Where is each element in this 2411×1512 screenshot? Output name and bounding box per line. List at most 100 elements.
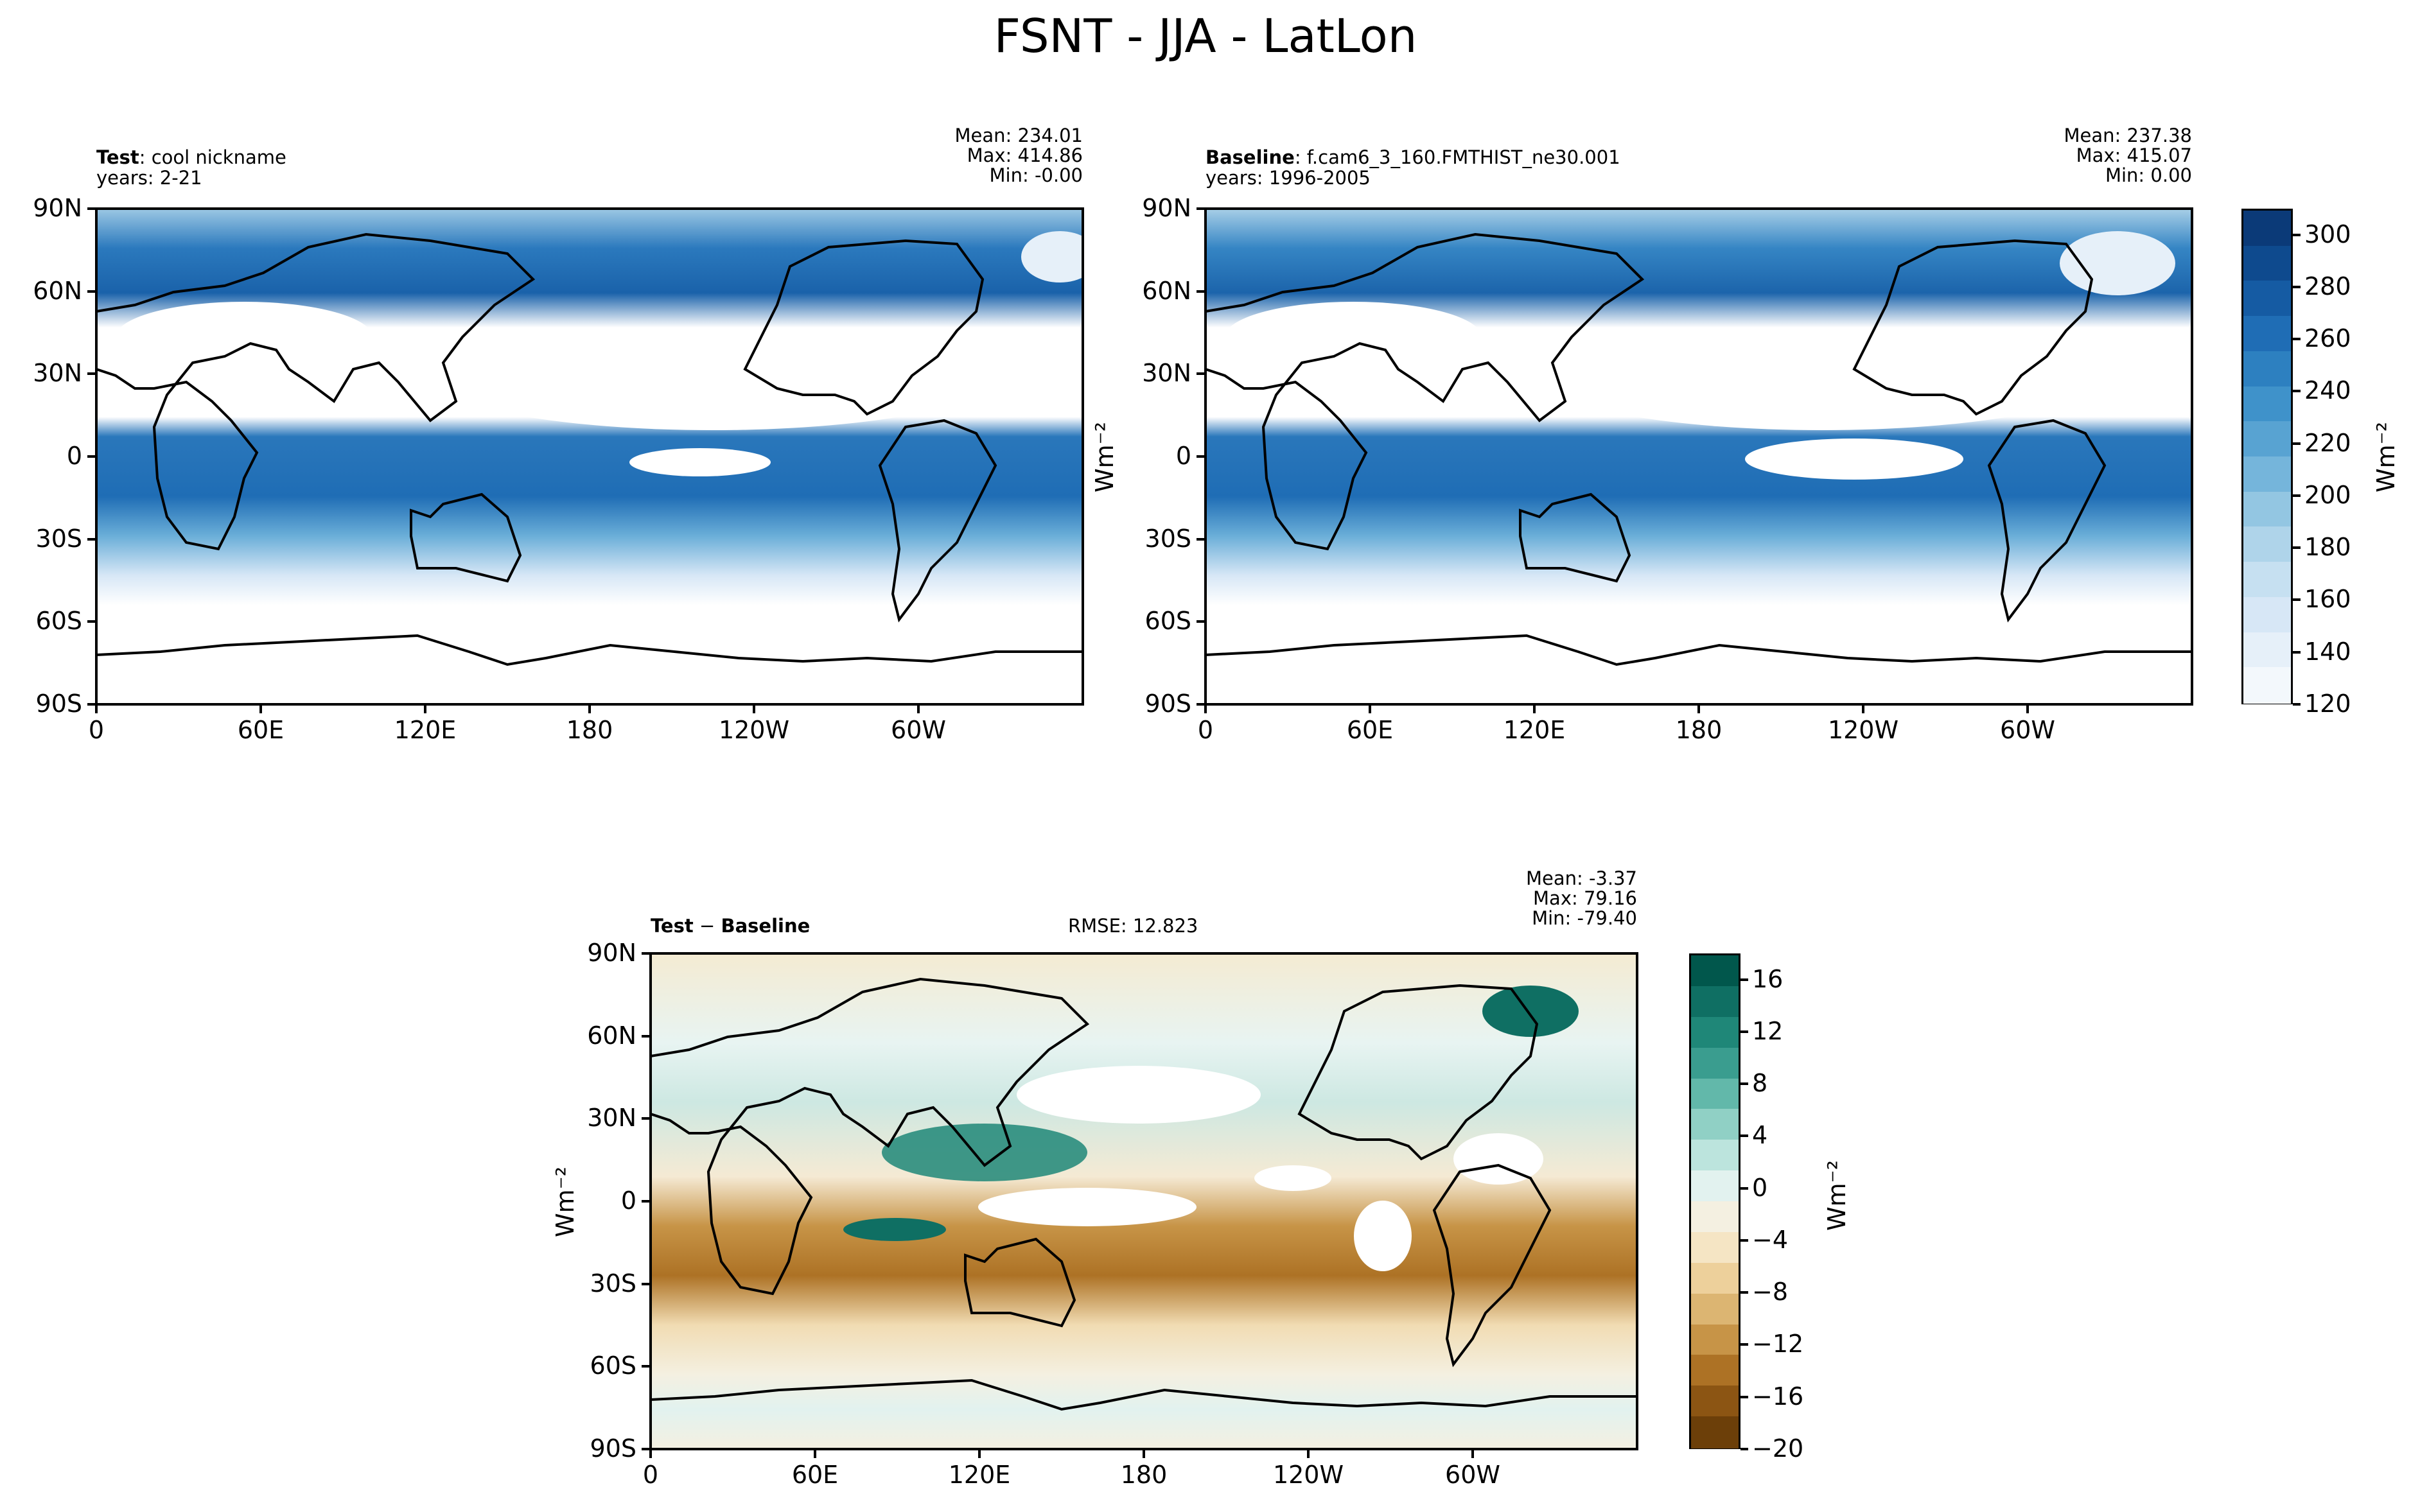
diff-colorbar-label: Wm⁻² [1823,1160,1851,1231]
baseline-lat-tick: 30S [1144,524,1191,553]
diff-label: Test − Baseline [651,915,811,937]
main-colorbar-tickmark [2293,546,2301,550]
diff-colorbar-tick: −16 [1752,1382,1804,1411]
diff-colorbar-segment [1691,1231,1739,1264]
test-lat-tickmark [87,372,95,376]
diff-colorbar-tickmark [1740,978,1748,981]
baseline-lon-tickmark [1862,706,1864,713]
diff-colorbar-tick: 4 [1752,1121,1768,1150]
baseline-years: years: 1996-2005 [1206,167,1371,189]
baseline-lon-tick: 60W [2000,716,2055,744]
baseline-lon-tickmark [1369,706,1371,713]
diff-lon-tick: 120E [948,1461,1011,1489]
diff-map [651,953,1637,1449]
diff-colorbar-tickmark [1740,1030,1748,1033]
diff-lon-tickmark [1307,1450,1310,1458]
diff-rmse: RMSE: 12.823 [1068,915,1198,937]
test-lon-tickmark [259,706,262,713]
baseline-label: Baseline: f.cam6_3_160.FMTHIST_ne30.001 [1206,146,1620,168]
main-colorbar-tickmark [2293,233,2301,236]
diff-lat-tickmark [642,1200,649,1203]
test-lon-tickmark [753,706,755,713]
test-lon-tick: 60E [237,716,285,744]
main-colorbar-tick: 260 [2304,324,2351,353]
baseline-mean: Mean: 237.38 [2064,125,2192,146]
baseline-greenland [2060,231,2175,295]
diff-colorbar-segment [1691,1293,1739,1326]
diff-lon-tick: 60E [791,1461,839,1489]
test-lon-tick: 60W [891,716,946,744]
test-map [96,209,1083,704]
diff-colorbar-segment [1691,1016,1739,1049]
main-colorbar-segment [2243,667,2291,704]
baseline-lat-tick: 90S [1144,690,1191,718]
main-colorbar-tick: 160 [2304,585,2351,614]
baseline-lat-tickmark [1197,372,1204,376]
diff-colorbar-tick: 0 [1752,1173,1768,1202]
main-colorbar-tick: 200 [2304,480,2351,509]
diff-colorbar-segment [1691,1170,1739,1203]
diff-lon-tick: 60W [1445,1461,1500,1489]
diff-colorbar-tickmark [1740,1238,1748,1242]
diff-lon-tickmark [649,1450,652,1458]
diff-colorbar-tick: 8 [1752,1069,1768,1098]
diff-colorbar-tickmark [1740,1448,1748,1450]
main-colorbar [2241,209,2293,704]
main-colorbar-label: Wm⁻² [2372,422,2400,492]
baseline-lat-tick: 60N [1142,276,1191,305]
diff-colorbar-segment [1691,1078,1739,1110]
diff-colorbar-tickmark [1740,1291,1748,1294]
diff-colorbar-tickmark [1740,1082,1748,1086]
diff-lat-tick: 90S [590,1434,636,1463]
test-lat-tick: 90S [35,690,82,718]
diff-colorbar-segment [1691,955,1739,987]
diff-lat-tick: 30S [590,1269,636,1298]
test-min: Min: -0.00 [989,164,1083,186]
main-colorbar-tickmark [2293,338,2301,341]
test-lat-tickmark [87,620,95,623]
main-colorbar-segment [2243,491,2291,528]
diff-colorbar-segment [1691,1386,1739,1418]
baseline-coastlines [1206,232,2192,666]
test-lat-tick: 30S [35,524,82,553]
baseline-lon-tick: 0 [1197,716,1214,744]
main-colorbar-tickmark [2293,442,2301,445]
test-years: years: 2-21 [96,167,202,189]
test-lat-tickmark [87,455,95,458]
test-lat-tickmark [87,537,95,541]
diff-lat-tickmark [642,1034,649,1038]
main-colorbar-tick: 220 [2304,428,2351,457]
diff-colorbar-segment [1691,986,1739,1018]
baseline-lon-tickmark [1204,706,1207,713]
test-lon-tickmark [424,706,426,713]
main-colorbar-segment [2243,526,2291,563]
main-colorbar-tickmark [2293,650,2301,654]
main-colorbar-segment [2243,351,2291,388]
test-lat-tickmark [87,207,95,210]
test-lat-tick: 60S [35,607,82,636]
diff-lat-tick: 0 [620,1186,636,1215]
baseline-lat-tick: 30N [1142,359,1191,388]
test-greenland [1021,231,1083,282]
diff-colorbar-segment [1691,1324,1739,1356]
main-colorbar-segment [2243,316,2291,352]
main-colorbar-tickmark [2293,390,2301,393]
main-colorbar-tickmark [2293,285,2301,288]
test-lat-tickmark [87,703,95,706]
baseline-stats: Mean: 237.38 Max: 415.07 Min: 0.00 [1931,126,2192,186]
diff-lon-tick: 0 [642,1461,659,1489]
baseline-lat-tickmark [1197,455,1204,458]
main-colorbar-segment [2243,211,2291,247]
diff-min: Min: -79.40 [1532,907,1637,929]
baseline-lat-tick: 60S [1144,607,1191,636]
test-lon-tickmark [588,706,591,713]
diff-colorbar-tickmark [1740,1186,1748,1190]
main-colorbar-tickmark [2293,598,2301,602]
diff-colorbar-tick: −20 [1752,1434,1804,1463]
diff-colorbar-segment [1691,1355,1739,1387]
diff-lat-tick: 30N [587,1104,636,1133]
diff-lon-tick: 180 [1120,1461,1168,1489]
diff-stats: Mean: -3.37 Max: 79.16 Min: -79.40 [1376,869,1637,928]
test-lon-tick: 0 [88,716,105,744]
test-lat-tickmark [87,290,95,293]
